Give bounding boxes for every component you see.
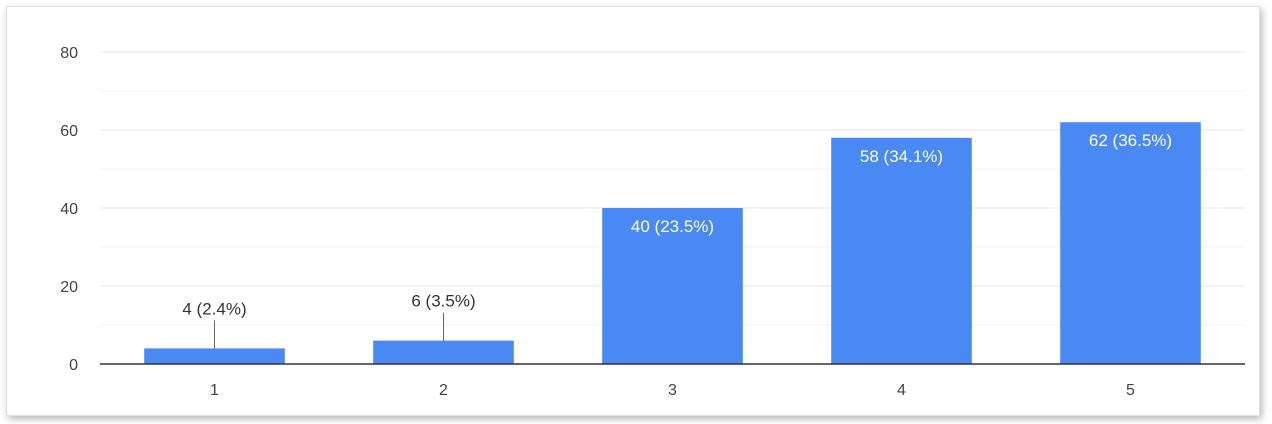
bar bbox=[373, 340, 514, 364]
data-label: 58 (34.1%) bbox=[860, 147, 943, 166]
bar bbox=[831, 137, 972, 364]
data-label: 4 (2.4%) bbox=[182, 299, 246, 318]
x-axis-tick-labels: 1 2 3 4 5 bbox=[210, 382, 1135, 399]
bars bbox=[144, 122, 1201, 364]
data-label: 6 (3.5%) bbox=[411, 292, 475, 311]
x-tick-label: 2 bbox=[439, 382, 448, 399]
y-tick-label: 40 bbox=[60, 201, 78, 218]
x-tick-label: 1 bbox=[210, 382, 219, 399]
data-label: 62 (36.5%) bbox=[1089, 131, 1172, 150]
y-tick-label: 20 bbox=[60, 279, 78, 296]
y-tick-label: 60 bbox=[60, 123, 78, 140]
bar bbox=[144, 348, 285, 364]
data-label: 40 (23.5%) bbox=[631, 217, 714, 236]
bar bbox=[1060, 122, 1201, 364]
x-tick-label: 4 bbox=[897, 382, 906, 399]
y-tick-label: 0 bbox=[69, 357, 78, 374]
data-labels: 4 (2.4%) 6 (3.5%) 40 (23.5%) 58 (34.1%) 62 (… bbox=[182, 131, 1172, 349]
x-tick-label: 3 bbox=[668, 382, 677, 399]
y-axis-tick-labels: 0 20 40 60 80 bbox=[60, 45, 78, 374]
x-tick-label: 5 bbox=[1126, 382, 1135, 399]
bar bbox=[602, 208, 743, 364]
y-tick-label: 80 bbox=[60, 45, 78, 62]
